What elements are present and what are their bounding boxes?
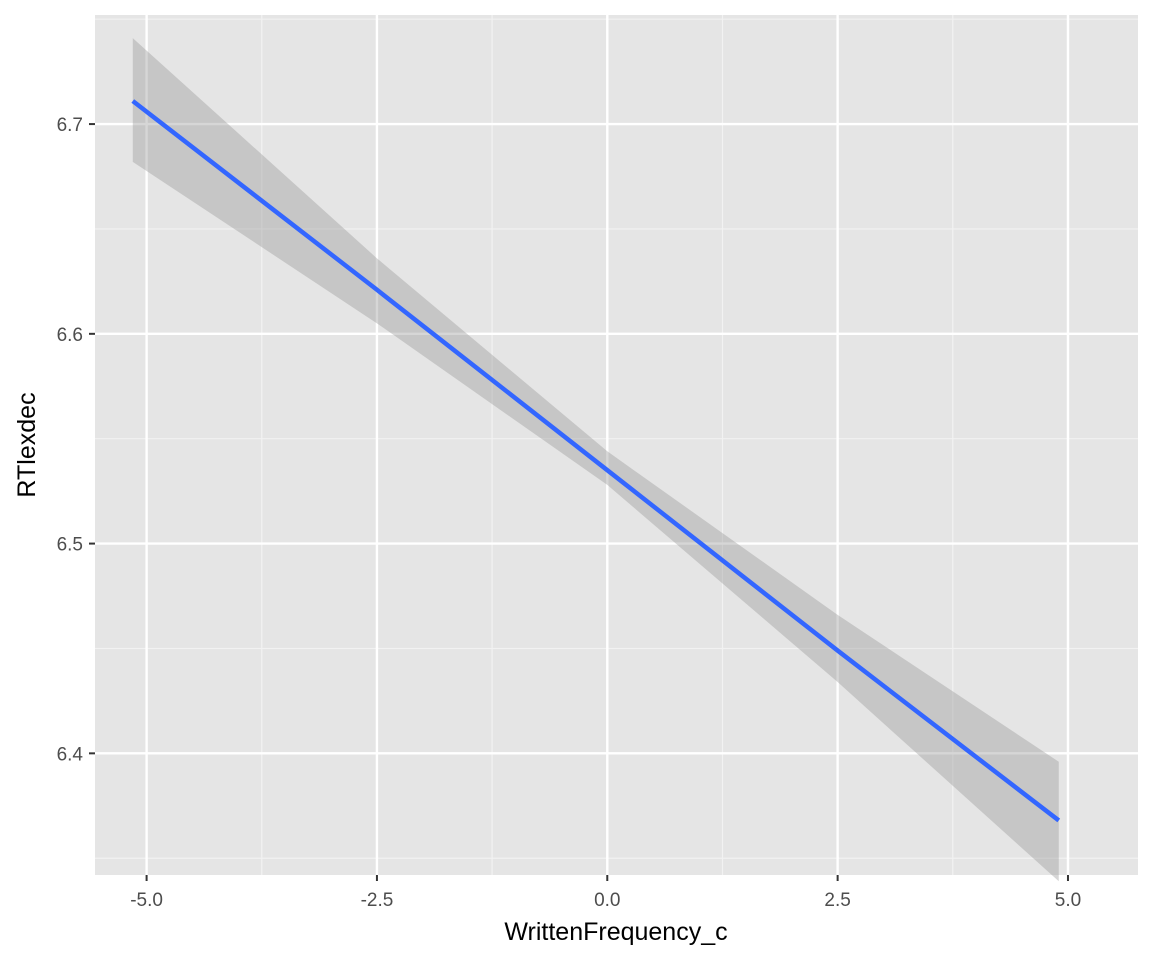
grid-minor	[95, 15, 1138, 875]
x-tick-label: 2.5	[824, 890, 850, 911]
regression-line	[131, 99, 1061, 823]
grid-major	[95, 15, 1138, 875]
y-tick-label: 6.4	[57, 744, 84, 765]
x-axis-ticks: -5.0 -2.5 0.0 2.5 5.0	[130, 875, 1081, 911]
x-tick-label: -2.5	[361, 890, 394, 911]
y-tick-label: 6.7	[57, 115, 83, 136]
y-tick-label: 6.5	[57, 535, 83, 556]
x-tick-label: 0.0	[594, 890, 620, 911]
plot-panel	[95, 15, 1138, 875]
y-axis-title: RTlexdec	[13, 392, 41, 497]
x-tick-label: -5.0	[130, 890, 163, 911]
x-axis-title: WrittenFrequency_c	[504, 918, 727, 946]
y-tick-label: 6.6	[57, 325, 83, 346]
x-tick-label: 5.0	[1055, 890, 1081, 911]
y-axis-ticks: 6.4 6.5 6.6 6.7	[57, 115, 95, 765]
